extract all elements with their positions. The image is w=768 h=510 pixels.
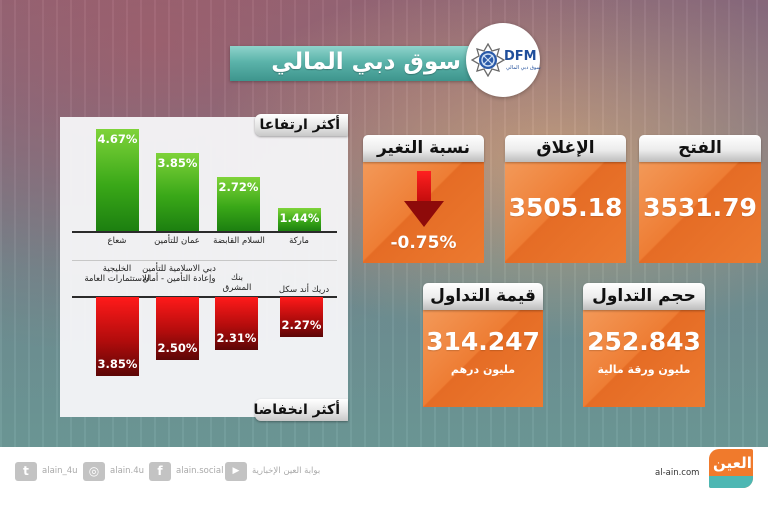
- loser-bar: 2.50%: [156, 297, 199, 360]
- bar-value: 2.31%: [216, 331, 257, 345]
- page-title: سوق دبي المالي: [271, 49, 461, 75]
- loser-bar: 2.31%: [215, 297, 258, 350]
- bar-value: 2.72%: [218, 180, 259, 194]
- change-label: نسبة التغير: [363, 135, 484, 162]
- loser-category: دبي الاسلامية للتأمين وإعادة التأمين - أ…: [142, 264, 216, 284]
- dfm-subtitle: سوق دبي المالي: [506, 65, 541, 71]
- social-facebook[interactable]: f alain.social: [149, 461, 223, 481]
- volume-label: حجم التداول: [583, 283, 705, 310]
- social-instagram[interactable]: ◎ alain.4u: [83, 461, 144, 481]
- turnover-label: قيمة التداول: [423, 283, 543, 310]
- alain-brand-logo: العين: [709, 449, 753, 488]
- turnover-unit: مليون درهم: [450, 363, 516, 376]
- gainer-bar: 4.67%: [96, 129, 139, 231]
- open-card: 3531.79 الفتح: [639, 135, 761, 263]
- alain-logo-text: العين: [713, 454, 752, 472]
- bar-value: 3.85%: [97, 357, 138, 371]
- turnover-card: 314.247 مليون درهم قيمة التداول: [423, 283, 543, 407]
- gainer-category: عمان للتأمين: [154, 236, 200, 246]
- gainer-bar: 1.44%: [278, 208, 321, 231]
- instagram-handle: alain.4u: [110, 466, 145, 476]
- loser-bar: 3.85%: [96, 297, 139, 376]
- title-banner: سوق دبي المالي: [230, 46, 475, 81]
- gainer-bar: 3.85%: [156, 153, 199, 231]
- site-link[interactable]: al-ain.com: [655, 468, 700, 478]
- volume-card: 252.843 مليون ورقة مالية حجم التداول: [583, 283, 705, 407]
- facebook-handle: alain.social: [176, 466, 224, 476]
- down-arrow-head: [403, 201, 444, 227]
- down-arrow-icon: [416, 171, 431, 201]
- gainers-axis: [72, 231, 337, 233]
- dfm-abbr: DFM: [504, 49, 537, 64]
- chart-separator: [72, 260, 337, 261]
- footer: [0, 447, 768, 510]
- bar-value: 3.85%: [157, 156, 198, 170]
- close-label: الإغلاق: [505, 135, 626, 162]
- bar-value: 2.27%: [281, 318, 322, 332]
- open-label: الفتح: [639, 135, 761, 162]
- gainer-category: ماركة: [289, 236, 309, 246]
- change-value: -0.75%: [390, 233, 457, 253]
- gainer-bar: 2.72%: [217, 177, 260, 231]
- gainer-category: شعاع: [107, 236, 127, 246]
- volume-value: 252.843: [587, 327, 701, 356]
- turnover-value: 314.247: [426, 327, 540, 356]
- social-youtube[interactable]: ▶ بوابة العين الإخبارية: [225, 461, 320, 481]
- youtube-channel: بوابة العين الإخبارية: [252, 466, 321, 476]
- volume-unit: مليون ورقة مالية: [597, 363, 691, 376]
- dfm-emblem-icon: [471, 43, 505, 77]
- change-card: -0.75% نسبة التغير: [363, 135, 484, 263]
- close-card: 3505.18 الإغلاق: [505, 135, 626, 263]
- bar-value: 4.67%: [97, 132, 138, 146]
- social-twitter[interactable]: t alain_4u: [15, 461, 78, 481]
- losers-axis: [72, 296, 337, 298]
- open-value: 3531.79: [643, 193, 757, 222]
- close-value: 3505.18: [508, 193, 623, 222]
- gainers-heading: أكثر ارتفاعا: [255, 114, 348, 136]
- twitter-icon: t: [15, 461, 37, 481]
- facebook-icon: f: [149, 461, 171, 481]
- loser-category: بنك المشرق: [222, 273, 252, 293]
- twitter-handle: alain_4u: [42, 466, 78, 476]
- gainer-category: السلام القابضة: [213, 236, 265, 246]
- movers-chart-panel: 4.67% 3.85% 2.72% 1.44% شعاع عمان للتأمي…: [60, 117, 348, 417]
- dfm-logo: DFM سوق دبي المالي: [466, 23, 541, 97]
- loser-bar: 2.27%: [280, 297, 323, 337]
- loser-category: الخليجية للاستثمارات العامة: [84, 264, 150, 284]
- instagram-icon: ◎: [83, 461, 105, 481]
- bar-value: 1.44%: [279, 211, 320, 225]
- bar-value: 2.50%: [157, 341, 198, 355]
- loser-category: دريك أند سكل: [278, 285, 330, 295]
- youtube-icon: ▶: [225, 461, 247, 481]
- losers-heading: أكثر انخفاضا: [253, 399, 348, 421]
